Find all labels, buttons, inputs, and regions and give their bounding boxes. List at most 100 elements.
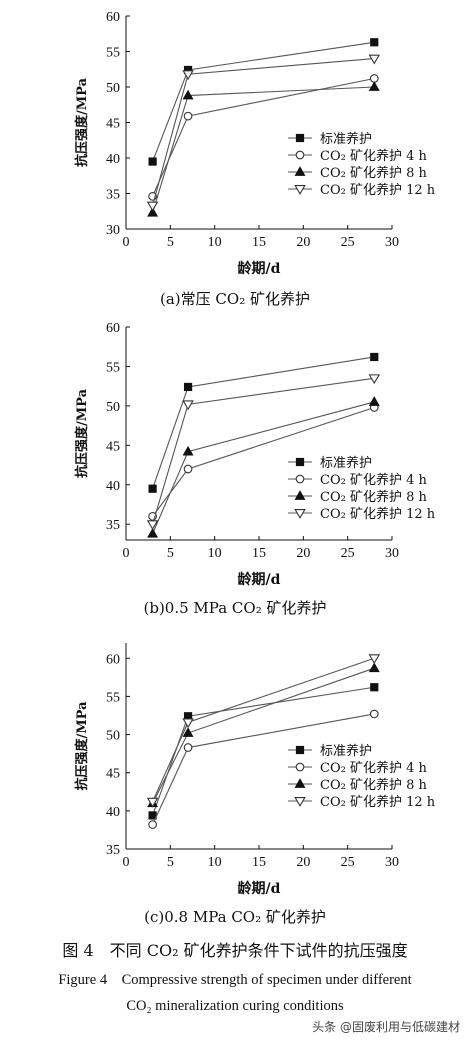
data-point — [369, 74, 379, 83]
x-tick-label: 10 — [208, 235, 222, 250]
legend-label: CO₂ 矿化养护 12 h — [320, 182, 436, 198]
x-tick-label: 30 — [385, 546, 399, 561]
x-tick-label: 5 — [167, 546, 174, 561]
legend-marker — [294, 490, 306, 500]
figure-title-cn: 图 4 不同 CO₂ 矿化养护条件下试件的抗压强度 — [62, 941, 408, 960]
y-tick-label: 30 — [106, 223, 120, 238]
x-tick-label: 15 — [252, 546, 266, 561]
y-tick-label: 50 — [106, 729, 120, 744]
legend-label: CO₂ 矿化养护 8 h — [320, 165, 427, 181]
x-tick-label: 5 — [167, 235, 174, 250]
y-tick-label: 50 — [106, 400, 120, 415]
y-tick-label: 60 — [106, 652, 120, 667]
legend-label: 标准养护 — [320, 131, 372, 147]
data-point — [182, 89, 194, 100]
y-axis-label: 抗压强度/MPa — [74, 77, 90, 167]
y-tick-label: 45 — [106, 767, 120, 782]
caption-b: (b)0.5 MPa CO₂ 矿化养护 — [143, 599, 327, 617]
y-tick-label: 55 — [106, 690, 120, 705]
y-tick-label: 50 — [106, 81, 120, 96]
figure-title-en-line2: CO₂ mineralization curing conditions — [126, 998, 344, 1014]
x-tick-label: 20 — [296, 546, 310, 561]
legend-marker — [294, 185, 306, 195]
data-point — [183, 464, 193, 474]
data-point — [148, 811, 157, 820]
x-tick-label: 15 — [252, 235, 266, 250]
legend-marker — [294, 166, 306, 176]
legend-marker — [294, 778, 306, 788]
legend-label: CO₂ 矿化养护 4 h — [320, 472, 427, 488]
legend-label: CO₂ 矿化养护 8 h — [320, 489, 427, 505]
data-point — [182, 727, 194, 737]
data-point — [182, 445, 194, 456]
y-tick-label: 40 — [106, 805, 120, 820]
legend-marker — [295, 762, 305, 772]
x-tick-label: 20 — [296, 235, 310, 250]
x-tick-label: 25 — [341, 855, 355, 870]
y-axis-label: 抗压强度/MPa — [74, 701, 90, 791]
x-tick-label: 25 — [341, 235, 355, 250]
figure-title-en-line1: Figure 4 Compressive strength of specime… — [58, 972, 412, 988]
data-point — [368, 374, 381, 385]
data-point — [368, 54, 381, 65]
legend-marker — [295, 745, 305, 755]
y-tick-label: 55 — [106, 46, 120, 61]
x-tick-label: 15 — [252, 855, 266, 870]
x-axis-label: 龄期/d — [238, 880, 281, 897]
data-point — [368, 81, 380, 91]
data-point — [148, 484, 157, 493]
x-tick-label: 25 — [341, 546, 355, 561]
data-point — [370, 352, 379, 362]
x-tick-label: 30 — [385, 855, 399, 870]
legend-marker — [295, 133, 305, 143]
data-point — [370, 683, 379, 692]
x-tick-label: 5 — [167, 855, 174, 870]
y-tick-label: 35 — [106, 518, 120, 533]
legend-marker — [295, 474, 305, 484]
data-point — [183, 743, 193, 752]
y-tick-label: 45 — [106, 117, 120, 132]
watermark: 头条 @固废利用与低碳建材 — [312, 1020, 460, 1034]
x-tick-label: 10 — [208, 855, 222, 870]
data-point — [148, 157, 157, 166]
data-point — [368, 654, 381, 665]
legend-label: CO₂ 矿化养护 4 h — [320, 148, 427, 164]
legend-label: 标准养护 — [320, 743, 372, 759]
data-point — [183, 111, 193, 121]
legend-marker — [295, 150, 305, 160]
x-tick-label: 30 — [385, 235, 399, 250]
data-point — [147, 527, 159, 538]
data-point — [148, 820, 157, 829]
legend-label: CO₂ 矿化养护 12 h — [320, 506, 436, 522]
x-tick-label: 0 — [123, 855, 130, 870]
legend-label: 标准养护 — [320, 455, 372, 471]
legend-label: CO₂ 矿化养护 8 h — [320, 777, 427, 793]
legend-marker — [295, 457, 305, 467]
caption-a: (a)常压 CO₂ 矿化养护 — [160, 290, 310, 308]
data-point — [183, 382, 193, 392]
y-tick-label: 55 — [106, 360, 120, 375]
data-point — [146, 201, 159, 212]
x-tick-label: 0 — [123, 235, 130, 250]
x-tick-label: 20 — [296, 855, 310, 870]
y-tick-label: 35 — [106, 843, 120, 858]
y-tick-label: 60 — [106, 321, 120, 336]
x-tick-label: 0 — [123, 546, 130, 561]
x-axis-label: 龄期/d — [238, 571, 281, 588]
data-point — [182, 70, 194, 81]
y-tick-label: 60 — [106, 10, 120, 25]
chart-a: 0 5 10 15 20 25 30 30 35 40 45 50 55 60 龄期/d 抗压强度/MPa 标准… — [74, 10, 436, 277]
caption-c: (c)0.8 MPa CO₂ 矿化养护 — [144, 908, 326, 926]
data-point — [146, 520, 159, 531]
y-tick-label: 40 — [106, 479, 120, 494]
data-point — [370, 38, 379, 47]
data-point — [182, 718, 194, 729]
chart-b: 0 5 10 15 20 25 30 35 40 45 50 55 60 龄期/d 抗压强度/MPa 标准养护… — [74, 321, 436, 588]
legend-label: CO₂ 矿化养护 4 h — [320, 760, 427, 776]
legend-marker — [294, 797, 306, 807]
data-point — [369, 709, 379, 719]
chart-c: 0 5 10 15 20 25 30 35 40 45 50 55 60 龄期/d 抗压强度/MPa 标准养护… — [74, 643, 436, 897]
legend-label: CO₂ 矿化养护 12 h — [320, 794, 436, 810]
legend-marker — [294, 509, 306, 519]
data-point — [147, 206, 159, 217]
